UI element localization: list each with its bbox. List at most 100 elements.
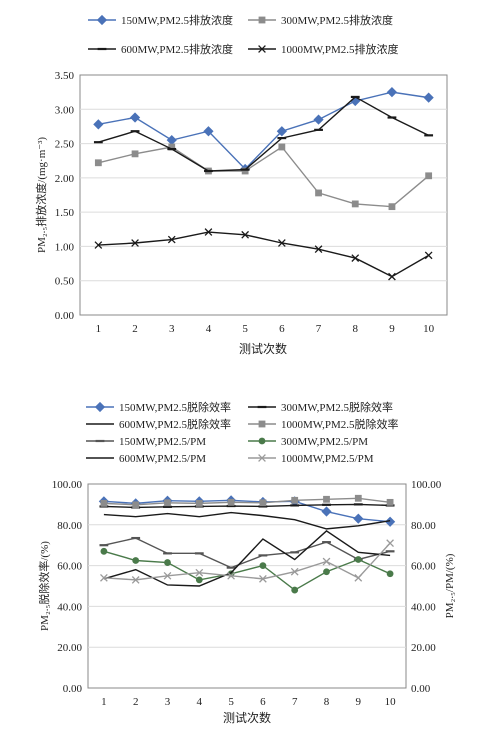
legend-swatch-marker — [258, 454, 266, 462]
data-point — [321, 506, 332, 517]
data-point — [94, 241, 103, 249]
x-tick-label: 5 — [242, 323, 248, 335]
x-tick-label: 9 — [389, 323, 395, 335]
data-point — [241, 230, 250, 239]
right-y-tick-label: 60.00 — [411, 561, 436, 573]
series-line — [103, 550, 391, 591]
data-point-stroke-b — [386, 539, 394, 548]
right-y-tick-label: 20.00 — [411, 642, 436, 654]
data-point-stroke-b — [277, 239, 286, 247]
legend-item: 1000MW,PM2.5/PM — [248, 453, 374, 465]
y-tick-label: 2.50 — [55, 139, 75, 151]
chart2-left-y-axis-label: PM₂.₅脱除效率/(%) — [37, 541, 51, 631]
data-point — [132, 501, 140, 509]
data-point-stroke-b — [163, 571, 172, 580]
x-tick-label: 4 — [197, 696, 203, 708]
chart2-series — [98, 494, 396, 594]
y-tick-label: 1.00 — [55, 241, 75, 253]
series-8 — [100, 539, 394, 584]
data-point — [384, 516, 396, 527]
legend-item: 1000MW,PM2.5脱除效率 — [248, 417, 399, 431]
data-point-stroke-b — [131, 239, 139, 247]
chart1-series — [93, 87, 434, 281]
data-point-stroke-b — [167, 235, 176, 244]
legend-item: 300MW,PM2.5脱除效率 — [248, 400, 393, 414]
legend-item: 600MW,PM2.5脱除效率 — [86, 417, 231, 431]
data-point-stroke-b — [131, 576, 140, 584]
data-point — [94, 159, 102, 167]
data-point — [323, 568, 330, 576]
series-1 — [98, 495, 396, 527]
legend-label: 150MW,PM2.5/PM — [119, 436, 206, 448]
legend-item: 600MW,PM2.5排放浓度 — [88, 42, 233, 56]
data-point — [322, 557, 331, 566]
chart2-left-y-axis: 0.00 20.00 40.00 60.00 80.00 100.00 — [52, 479, 406, 695]
data-point — [100, 573, 108, 582]
series-4 — [94, 228, 433, 281]
data-point — [241, 167, 249, 175]
series-1 — [93, 87, 434, 175]
data-point — [353, 513, 364, 524]
legend-swatch-marker — [94, 401, 106, 413]
right-y-tick-label: 0.00 — [411, 683, 431, 695]
x-tick-label: 10 — [423, 323, 435, 335]
data-point — [131, 239, 139, 247]
series-3 — [103, 511, 391, 530]
data-point-stroke-b — [388, 272, 396, 281]
data-point — [131, 150, 139, 158]
legend-item: 150MW,PM2.5脱除效率 — [86, 400, 231, 414]
series-3 — [93, 95, 434, 173]
data-point — [259, 562, 267, 569]
data-point — [425, 172, 433, 180]
data-point-stroke-b — [322, 557, 331, 566]
legend-swatch-marker-stroke-b — [258, 45, 266, 53]
chart2-plot-area — [87, 483, 407, 689]
data-point-stroke-b — [290, 567, 299, 576]
series-6 — [100, 547, 394, 594]
data-point — [290, 567, 299, 576]
chart1-y-axis: 0.00 0.50 1.00 1.50 2.00 2.50 3.00 3.50 — [55, 70, 447, 322]
chart1-plot-area — [79, 74, 448, 316]
y-tick-label: 3.00 — [55, 104, 75, 116]
chart-removal-efficiency: 150MW,PM2.5脱除效率 300MW,PM2.5脱除效率 600MW,PM2.… — [37, 400, 456, 725]
y-tick-label: 20.00 — [57, 642, 82, 654]
data-point — [227, 498, 235, 506]
data-point — [314, 245, 323, 254]
data-point — [354, 494, 362, 502]
data-point — [354, 556, 362, 563]
data-point — [131, 576, 140, 584]
x-tick-label: 8 — [353, 323, 359, 335]
legend-label: 300MW,PM2.5脱除效率 — [281, 400, 393, 414]
data-point — [315, 189, 322, 197]
x-tick-label: 7 — [316, 323, 322, 335]
legend-label: 600MW,PM2.5排放浓度 — [121, 42, 233, 56]
chart2-right-y-axis: 0.00 20.00 40.00 60.00 80.00 100.00 — [411, 479, 442, 695]
data-point — [203, 126, 214, 137]
legend-label: 600MW,PM2.5脱除效率 — [119, 417, 231, 431]
series-line — [103, 537, 391, 569]
legend-label: 150MW,PM2.5脱除效率 — [119, 400, 231, 414]
y-tick-label: 0.00 — [63, 683, 83, 695]
data-point — [259, 575, 267, 583]
data-point — [195, 576, 203, 584]
x-tick-label: 10 — [385, 696, 397, 708]
chart2-x-axis-label: 测试次数 — [223, 710, 271, 725]
legend-item: 300MW,PM2.5/PM — [248, 436, 368, 448]
series-line — [103, 499, 391, 523]
legend-swatch-marker — [258, 420, 266, 428]
data-point — [351, 254, 360, 262]
x-tick-label: 7 — [292, 696, 298, 708]
series-line — [98, 91, 429, 170]
data-point — [195, 499, 203, 507]
series-line — [103, 497, 391, 506]
legend-item: 1000MW,PM2.5排放浓度 — [248, 42, 399, 56]
legend-swatch-marker — [96, 14, 108, 26]
data-point — [168, 143, 176, 151]
y-tick-label: 40.00 — [57, 601, 82, 613]
data-point — [132, 557, 140, 564]
legend-swatch-marker-stroke-b — [258, 454, 266, 462]
x-tick-label: 9 — [356, 696, 362, 708]
legend-label: 600MW,PM2.5/PM — [119, 453, 206, 465]
x-tick-label: 4 — [206, 323, 212, 335]
